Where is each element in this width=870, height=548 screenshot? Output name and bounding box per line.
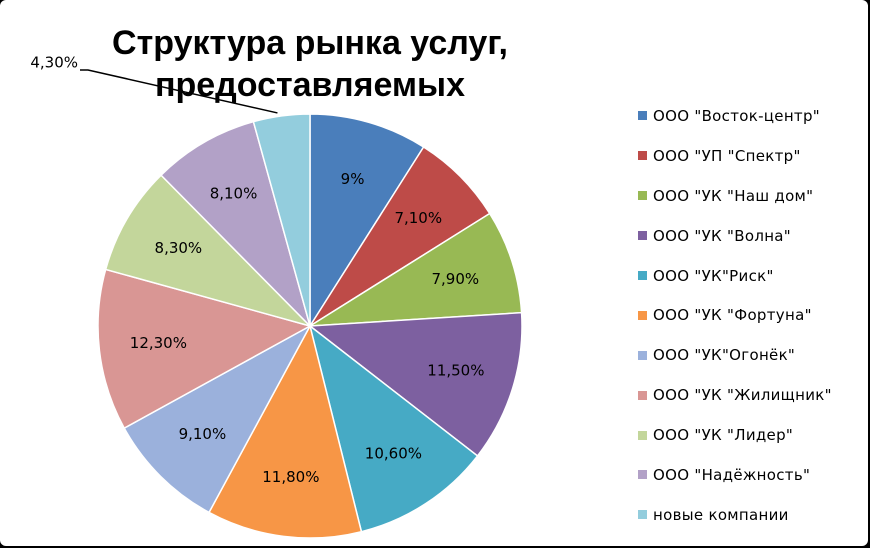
legend-label: ООО "УК "Наш дом" [653,186,814,205]
legend-label: новые компании [653,505,789,524]
legend-swatch [638,510,647,520]
pie-slice [309,113,425,329]
legend-label: ООО "УК "Волна" [653,226,791,245]
slice-label: 11,80% [262,468,319,486]
legend-label: ООО "УК "Жилищник" [653,386,832,405]
pie-slice [307,311,523,457]
pie-slice [309,212,523,327]
legend-swatch [638,271,647,280]
legend-label: ООО "УК "Фортуна" [653,306,812,325]
slice-label: 10,60% [365,444,422,462]
legend-item: новые компании [638,495,863,535]
legend-swatch [638,191,647,201]
pie-slice [123,324,312,514]
legend-swatch [638,350,647,360]
legend-swatch [638,310,647,320]
pie-slice [104,174,313,328]
legend-item: ООО "Надёжность" [638,455,863,495]
slice-label: 8,10% [210,184,258,202]
legend-swatch [638,470,647,480]
chart-legend: ООО "Восток-центр" ООО "УП "Спектр" ООО "У… [638,96,863,535]
legend-item: ООО "УП "Спектр" [638,136,863,176]
legend-swatch [638,430,647,440]
slice-label: 9,10% [179,425,227,443]
legend-item: ООО "УК "Фортуна" [638,295,863,335]
pie-slice [308,324,479,533]
chart-title-line-1: Структура рынка услуг, предоставляемых [112,24,508,104]
leader-line [80,69,278,114]
slice-label: 7,10% [394,209,442,227]
legend-item: ООО "УК"Риск" [638,256,863,296]
legend-item: ООО "УК "Наш дом" [638,176,863,216]
legend-label: ООО "УК"Огонёк" [653,346,796,365]
slice-label: 4,30% [30,54,78,72]
pie-slice [159,120,312,329]
legend-swatch [638,231,647,241]
legend-swatch [638,390,647,400]
legend-label: ООО "Восток-центр" [653,106,820,125]
pie-slice [208,323,363,539]
legend-label: ООО "УП "Спектр" [653,146,801,165]
legend-item: ООО "УК "Волна" [638,216,863,256]
legend-swatch [638,111,647,121]
pie-slice [97,268,312,430]
slice-label: 8,30% [155,239,203,257]
slice-label: 12,30% [130,334,187,352]
slice-label: 7,90% [431,270,479,288]
slice-label: 11,50% [427,361,484,379]
legend-label: ООО "УК"Риск" [653,266,774,285]
legend-swatch [638,151,647,161]
legend-item: ООО "Восток-центр" [638,96,863,136]
legend-item: ООО "УК "Лидер" [638,415,863,455]
slice-label: 9% [341,170,365,188]
legend-item: ООО "УК"Огонёк" [638,335,863,375]
legend-label: ООО "Надёжность" [653,465,811,484]
chart-title: Структура рынка услуг, предоставляемых У… [60,22,560,148]
legend-label: ООО "УК "Лидер" [653,426,794,445]
pie-slice [252,113,311,327]
legend-item: ООО "УК "Жилищник" [638,375,863,415]
